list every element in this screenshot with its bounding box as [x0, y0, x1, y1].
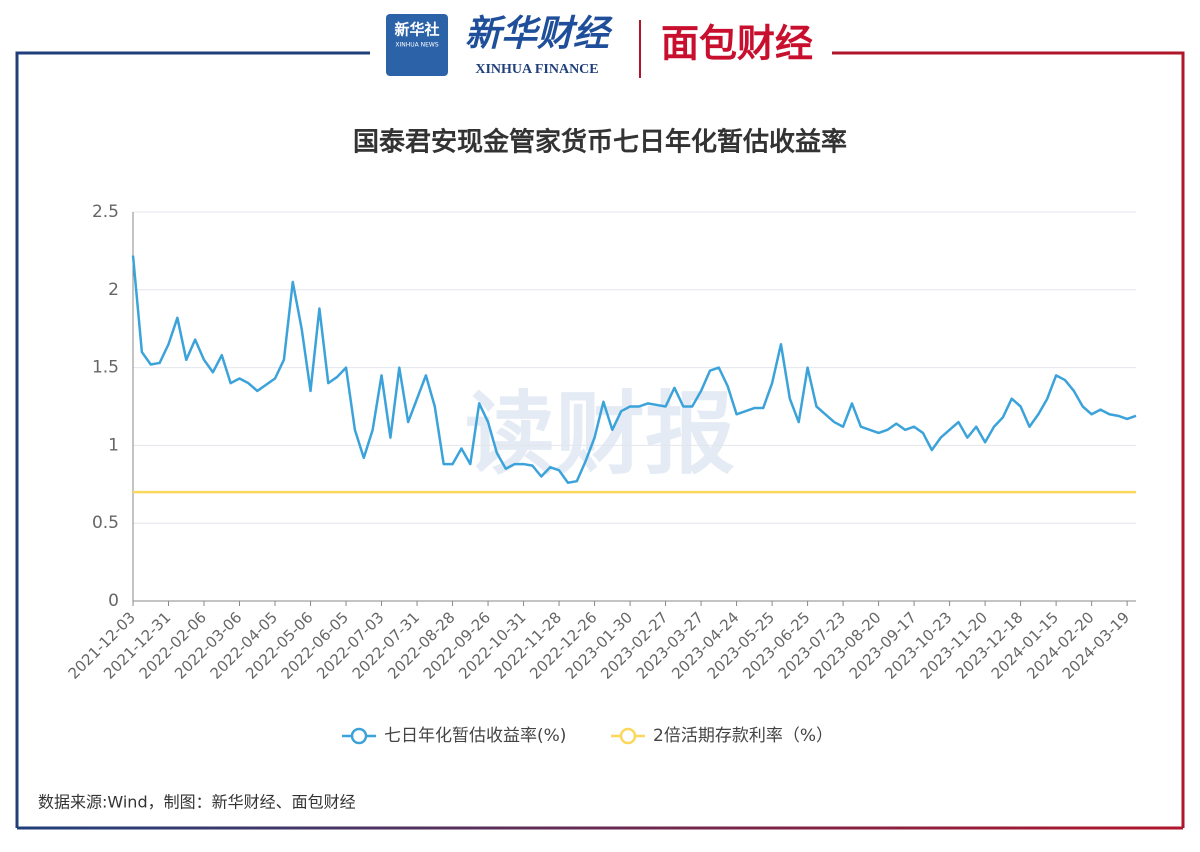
logo-sub: XINHUA NEWS: [395, 42, 438, 49]
frame-bottom: [17, 826, 1183, 830]
partner: 面包财经: [661, 22, 813, 66]
brand: 新华财经: [465, 13, 613, 53]
legend-marker: [350, 727, 368, 745]
legend-label: 七日年化暂估收益率(%): [384, 726, 566, 746]
brand-sub: XINHUA FINANCE: [475, 62, 598, 77]
source: 数据来源:Wind，制图：新华财经、面包财经: [38, 793, 356, 812]
chart-title: 国泰君安现金管家货币七日年化暂估收益率: [353, 127, 847, 158]
y-tick-label: 2: [108, 280, 119, 300]
legend-label: 2倍活期存款利率（%）: [653, 726, 833, 746]
legend-marker: [619, 727, 637, 745]
y-tick-label: 1: [108, 435, 119, 455]
y-tick-label: 1.5: [92, 358, 119, 378]
logo-box: [386, 14, 448, 76]
frame-left: [15, 51, 370, 828]
logo-main: 新华社: [394, 21, 439, 39]
frame-right: [832, 51, 1185, 828]
watermark: 读财报: [465, 382, 735, 487]
series-line: [131, 255, 1137, 484]
y-tick-label: 0.5: [92, 513, 119, 533]
y-tick-label: 2.5: [92, 202, 119, 222]
y-tick-label: 0: [108, 591, 119, 611]
